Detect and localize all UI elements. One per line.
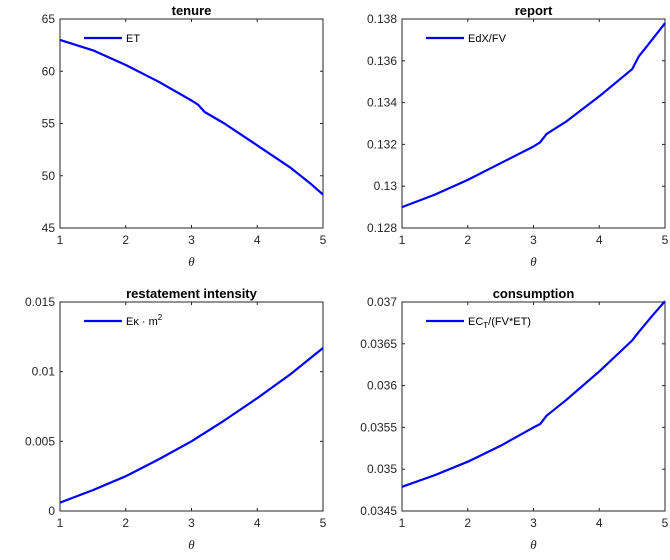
x-axis-label: θ xyxy=(188,254,195,269)
legend-label: Eκ · m2 xyxy=(126,313,163,328)
legend-label: EdX/FV xyxy=(468,33,507,45)
x-tick-label: 5 xyxy=(662,233,669,247)
y-tick-label: 0.128 xyxy=(367,221,397,235)
y-tick-label: 0.035 xyxy=(367,462,397,476)
chart-panel-4: 1 2 3 4 5 0.0345 0.035 0.0355 0.036 0.0365 0.037 co… xyxy=(360,286,668,552)
y-tick-label: 0.0345 xyxy=(360,504,397,518)
y-tick-label: 0.005 xyxy=(25,434,55,448)
axes-box xyxy=(59,301,324,512)
chart-panel-3: 1 2 3 4 5 0 0.005 0.01 0.015 restatement intensit… xyxy=(25,286,327,552)
x-tick-label: 5 xyxy=(320,233,327,247)
y-tick-label: 55 xyxy=(42,117,56,131)
y-tick-label: 0.138 xyxy=(367,12,397,26)
series-line xyxy=(401,300,666,488)
y-tick-label: 0 xyxy=(48,504,55,518)
x-tick-label: 1 xyxy=(399,233,406,247)
x-axis-label: θ xyxy=(188,537,195,552)
y-tick-label: 60 xyxy=(42,64,56,78)
y-tick-label: 0.015 xyxy=(25,295,55,309)
y-tick-label: 0.134 xyxy=(367,96,397,110)
x-tick-label: 4 xyxy=(596,233,603,247)
y-tick-label: 50 xyxy=(42,169,56,183)
chart-title: restatement intensity xyxy=(126,286,258,301)
x-tick-label: 2 xyxy=(464,516,471,530)
legend-label: ECT/(FV*ET) xyxy=(468,316,531,330)
chart-title: consumption xyxy=(493,286,575,301)
x-tick-label: 4 xyxy=(254,516,261,530)
y-tick-label: 65 xyxy=(42,12,56,26)
x-tick-label: 1 xyxy=(57,516,64,530)
x-tick-label: 1 xyxy=(57,233,64,247)
x-tick-label: 3 xyxy=(530,516,537,530)
chart-title: tenure xyxy=(172,3,212,18)
series-line xyxy=(401,22,666,209)
x-tick-label: 4 xyxy=(596,516,603,530)
chart-panel-2: 1 2 3 4 5 0.128 0.13 0.132 0.134 0.136 0.138 report… xyxy=(367,3,669,269)
x-tick-label: 2 xyxy=(464,233,471,247)
x-tick-label: 5 xyxy=(320,516,327,530)
y-tick-label: 0.0355 xyxy=(360,420,397,434)
y-tick-label: 0.037 xyxy=(367,295,397,309)
axes-box xyxy=(401,301,666,512)
axes-box xyxy=(59,18,324,229)
y-tick-label: 0.0365 xyxy=(360,337,397,351)
chart-title: report xyxy=(515,3,553,18)
x-tick-label: 1 xyxy=(399,516,406,530)
x-tick-label: 5 xyxy=(662,516,669,530)
y-tick-label: 0.136 xyxy=(367,54,397,68)
y-tick-label: 0.13 xyxy=(374,179,398,193)
x-tick-label: 3 xyxy=(188,516,195,530)
x-axis-label: θ xyxy=(530,254,537,269)
x-tick-label: 2 xyxy=(122,516,129,530)
x-tick-label: 3 xyxy=(530,233,537,247)
axes-box xyxy=(401,18,666,229)
y-tick-label: 0.132 xyxy=(367,137,397,151)
x-tick-label: 3 xyxy=(188,233,195,247)
x-axis-label: θ xyxy=(530,537,537,552)
series-line xyxy=(59,38,324,196)
y-tick-label: 0.01 xyxy=(32,365,56,379)
legend-label: ET xyxy=(126,33,140,45)
x-tick-label: 2 xyxy=(122,233,129,247)
series-line xyxy=(59,347,324,504)
x-tick-label: 4 xyxy=(254,233,261,247)
y-tick-label: 0.036 xyxy=(367,379,397,393)
y-tick-label: 45 xyxy=(42,221,56,235)
